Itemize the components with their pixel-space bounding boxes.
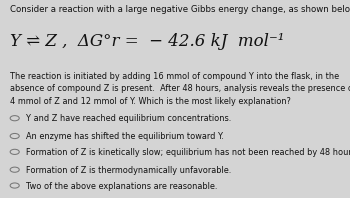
- Text: Formation of Z is thermodynamically unfavorable.: Formation of Z is thermodynamically unfa…: [26, 166, 231, 175]
- Text: Consider a reaction with a large negative Gibbs energy change, as shown below:: Consider a reaction with a large negativ…: [10, 5, 350, 14]
- Text: The reaction is initiated by adding 16 mmol of compound Y into the flask, in the: The reaction is initiated by adding 16 m…: [10, 72, 350, 106]
- Text: Y ⇌ Z ,  ΔG°r =  − 42.6 kJ  mol⁻¹: Y ⇌ Z , ΔG°r = − 42.6 kJ mol⁻¹: [10, 33, 285, 50]
- Text: Two of the above explanations are reasonable.: Two of the above explanations are reason…: [26, 182, 218, 190]
- Text: Formation of Z is kinetically slow; equilibrium has not been reached by 48 hours: Formation of Z is kinetically slow; equi…: [26, 148, 350, 157]
- Text: An enzyme has shifted the equilibrium toward Y.: An enzyme has shifted the equilibrium to…: [26, 132, 224, 141]
- Text: Y and Z have reached equilibrium concentrations.: Y and Z have reached equilibrium concent…: [26, 114, 231, 123]
